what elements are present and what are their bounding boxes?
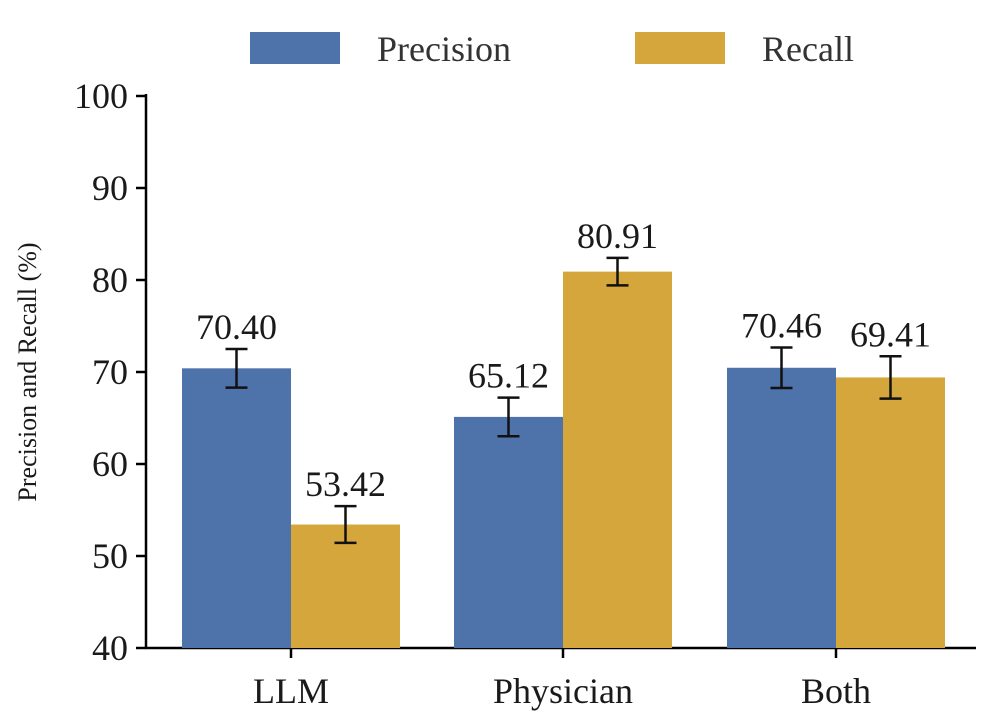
value-label: 53.42 xyxy=(305,464,386,504)
legend: Precision Recall xyxy=(250,29,854,69)
y-axis-title: Precision and Recall (%) xyxy=(13,242,42,501)
bar-recall-llm xyxy=(291,524,400,648)
y-tick-label: 50 xyxy=(92,536,128,576)
x-category-label: LLM xyxy=(253,671,329,711)
bar-precision-llm xyxy=(182,368,291,648)
x-axis: LLM Physician Both xyxy=(145,646,976,711)
legend-label: Recall xyxy=(762,29,854,69)
bar-precision-physician xyxy=(454,416,563,648)
x-category-label: Both xyxy=(801,671,871,711)
y-tick-label: 90 xyxy=(92,168,128,208)
bar-recall-both xyxy=(836,377,945,648)
value-label: 80.91 xyxy=(577,216,658,256)
bar-precision-both xyxy=(727,367,836,648)
legend-label: Precision xyxy=(377,29,511,69)
y-tick-label: 40 xyxy=(92,628,128,668)
value-label: 69.41 xyxy=(850,314,931,354)
bars xyxy=(182,271,945,648)
value-label: 65.12 xyxy=(468,356,549,396)
y-tick-label: 80 xyxy=(92,260,128,300)
error-bars xyxy=(225,256,902,545)
legend-swatch-precision xyxy=(250,32,340,64)
value-label: 70.46 xyxy=(741,306,822,346)
x-category-label: Physician xyxy=(493,671,633,711)
y-tick-label: 100 xyxy=(74,76,128,116)
bar-recall-physician xyxy=(563,271,672,648)
legend-swatch-recall xyxy=(635,32,725,64)
value-label: 70.40 xyxy=(196,307,277,347)
y-tick-label: 70 xyxy=(92,352,128,392)
y-axis: 40 50 60 70 80 90 100 xyxy=(74,76,148,668)
value-labels: 70.40 65.12 70.46 53.42 80.91 69.41 xyxy=(196,216,931,504)
y-tick-label: 60 xyxy=(92,444,128,484)
